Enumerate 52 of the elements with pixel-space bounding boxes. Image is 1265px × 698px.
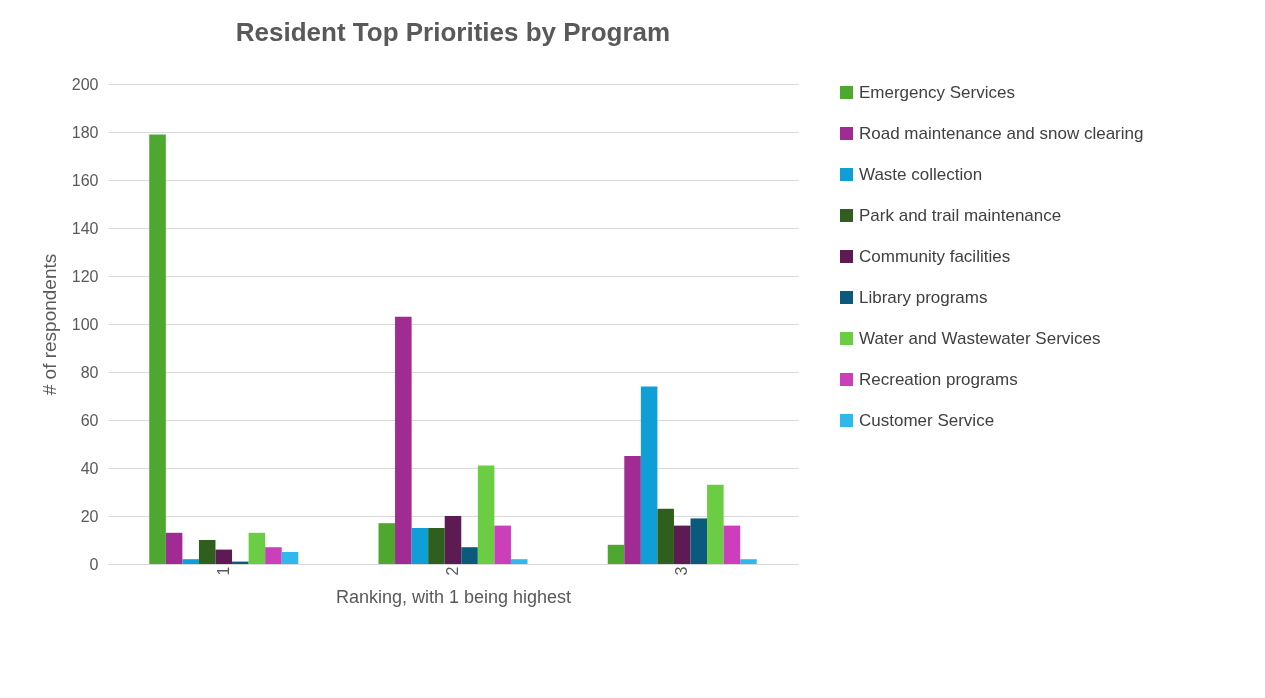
bar (411, 528, 429, 564)
bar (215, 549, 233, 564)
bar (723, 525, 741, 564)
y-tick-label: 40 (80, 459, 99, 477)
bar (428, 528, 445, 564)
y-tick-label: 60 (80, 411, 99, 429)
legend-label: Water and Wastewater Services (859, 328, 1101, 348)
x-tick-label: 3 (673, 566, 691, 576)
legend-label: Waste collection (859, 164, 983, 184)
y-axis-title: # of respondents (38, 253, 60, 396)
legend-label: Library programs (859, 287, 988, 307)
y-tick-label: 0 (89, 555, 99, 573)
y-tick-label: 100 (71, 315, 99, 333)
bar (461, 547, 478, 564)
legend-label: Park and trail maintenance (859, 205, 1062, 225)
bar (657, 508, 674, 564)
bar (690, 518, 708, 564)
y-tick-label: 80 (80, 363, 99, 381)
chart-title: Resident Top Priorities by Program (235, 17, 671, 47)
bar (607, 544, 625, 564)
bar (281, 552, 299, 564)
bar (265, 547, 282, 564)
x-tick-label: 2 (444, 566, 461, 576)
bar (395, 316, 412, 564)
y-tick-label: 120 (71, 267, 99, 285)
y-tick-label: 20 (80, 507, 99, 525)
bar (198, 540, 216, 564)
legend-label: Community facilities (859, 246, 1011, 266)
bar (444, 516, 462, 564)
bar (624, 456, 641, 564)
y-tick-label: 200 (71, 75, 99, 93)
bar (182, 559, 199, 564)
bar (640, 386, 658, 564)
x-tick-label: 1 (214, 566, 232, 576)
y-tick-label: 160 (71, 171, 99, 189)
bar (510, 559, 528, 564)
bar (494, 525, 511, 564)
bar (378, 523, 396, 564)
bar (165, 532, 183, 564)
bar (248, 532, 266, 564)
y-tick-label: 180 (71, 123, 99, 141)
y-tick-label: 140 (71, 219, 99, 237)
bar (149, 134, 166, 564)
legend-label: Emergency Services (859, 82, 1015, 102)
bar (740, 559, 757, 564)
legend-label: Customer Service (859, 410, 995, 430)
bar (477, 465, 495, 564)
legend-label: Road maintenance and snow clearing (859, 123, 1144, 143)
x-axis-title: Ranking, with 1 being highest (335, 587, 572, 608)
bar (673, 525, 691, 564)
bar (707, 484, 724, 564)
legend-label: Recreation programs (859, 369, 1018, 389)
